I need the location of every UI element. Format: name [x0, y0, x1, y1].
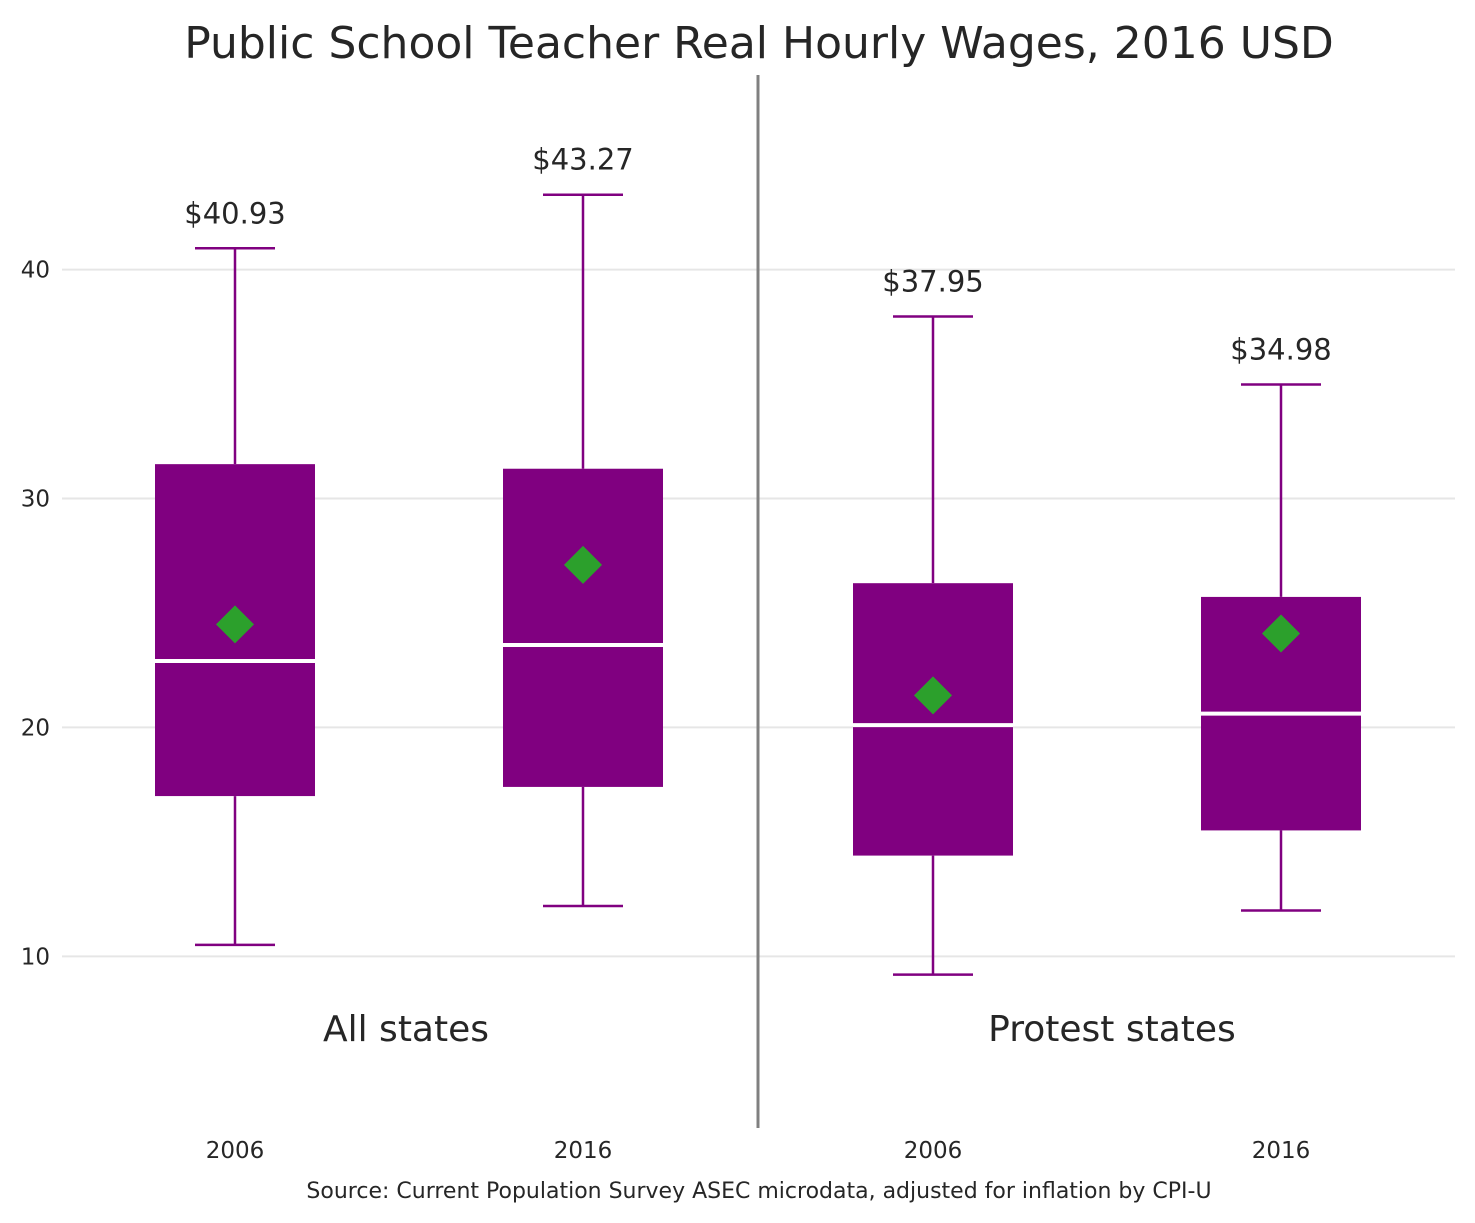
box-protest-states-2016: $34.98	[1201, 332, 1361, 912]
group-label-0: All states	[323, 1009, 489, 1050]
group-labels: All states Protest states	[323, 1009, 1236, 1050]
max-value-label: $40.93	[184, 196, 285, 230]
iqr-box	[853, 583, 1013, 856]
max-value-label: $43.27	[532, 143, 633, 177]
x-tick-label-2: 2006	[904, 1138, 963, 1164]
group-label-1: Protest states	[988, 1009, 1236, 1050]
box-all-states-2006: $40.93	[155, 196, 315, 947]
iqr-box	[503, 468, 663, 787]
mean-marker	[564, 545, 602, 584]
chart-title: Public School Teacher Real Hourly Wages,…	[184, 18, 1334, 69]
max-value-label: $37.95	[882, 265, 983, 299]
y-tick-label-10: 10	[21, 944, 50, 970]
y-tick-label-30: 30	[21, 486, 50, 512]
x-axis-ticks: 2006 2016 2006 2016	[206, 1138, 1311, 1164]
mean-marker	[1262, 614, 1300, 653]
mean-marker	[914, 676, 952, 715]
x-tick-label-3: 2016	[1252, 1138, 1311, 1164]
mean-marker	[216, 605, 254, 644]
boxes: $40.93 $43.27 $37.95 $34.98	[155, 143, 1361, 976]
y-axis-ticks: 10 20 30 40	[21, 258, 50, 971]
source-note: Source: Current Population Survey ASEC m…	[306, 1179, 1211, 1204]
max-value-label: $34.98	[1230, 332, 1331, 366]
x-tick-label-1: 2016	[554, 1138, 613, 1164]
box-protest-states-2006: $37.95	[853, 265, 1013, 976]
y-tick-label-20: 20	[21, 715, 50, 741]
y-tick-label-40: 40	[21, 258, 50, 284]
box-all-states-2016: $43.27	[503, 143, 663, 908]
x-tick-label-0: 2006	[206, 1138, 265, 1164]
